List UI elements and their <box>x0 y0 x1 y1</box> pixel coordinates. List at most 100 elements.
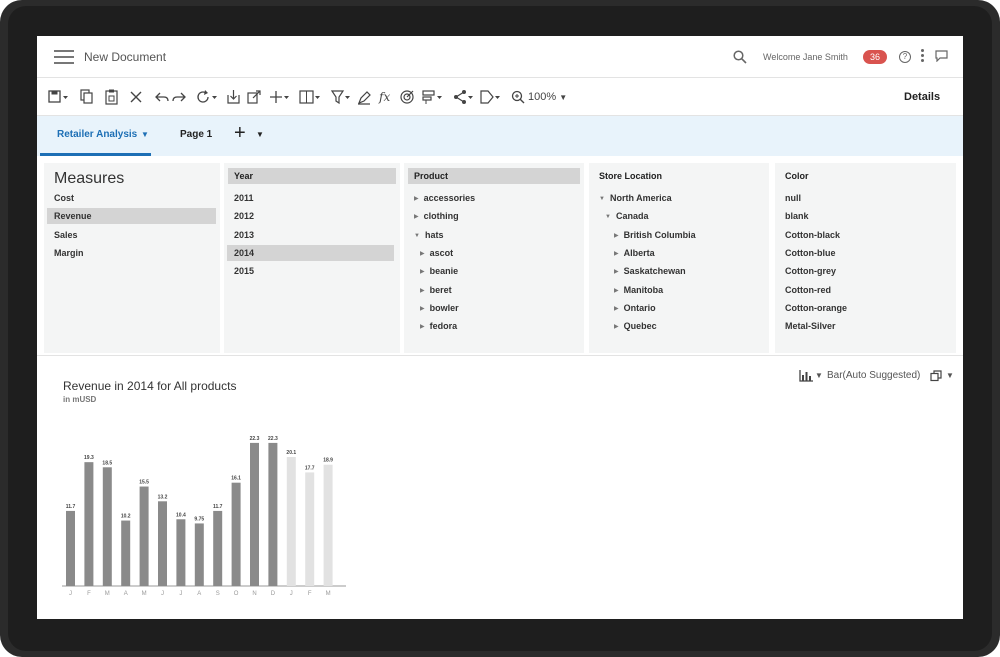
year-item[interactable]: 2014 <box>227 244 394 261</box>
more-options-icon[interactable] <box>921 49 925 65</box>
expand-right-icon[interactable]: ▶ <box>614 305 619 312</box>
chart-bar[interactable] <box>158 501 167 586</box>
color-item[interactable]: Cotton-orange <box>785 300 847 316</box>
zoom-level-dropdown[interactable]: 100% ▼ <box>528 91 568 103</box>
chevron-down-icon[interactable]: ▼ <box>141 130 149 139</box>
expand-right-icon[interactable]: ▶ <box>614 287 619 294</box>
measure-item[interactable]: Cost <box>54 190 74 206</box>
product-item[interactable]: ▶ ascot <box>420 245 453 261</box>
notification-badge[interactable]: 36 <box>863 50 887 64</box>
expand-right-icon[interactable]: ▶ <box>420 324 425 331</box>
chart-bar[interactable] <box>305 472 315 586</box>
bar-chart-icon[interactable] <box>799 370 813 382</box>
expand-down-icon[interactable]: ▼ <box>605 214 611 221</box>
help-icon[interactable]: ? <box>899 51 911 63</box>
chart-bar[interactable] <box>66 510 75 586</box>
expand-down-icon[interactable]: ▼ <box>414 232 420 239</box>
store-location-item[interactable]: ▶ British Columbia <box>614 227 696 243</box>
store-location-item[interactable]: ▼ Canada <box>605 208 648 224</box>
chart-bar[interactable] <box>176 519 186 586</box>
chart-bar[interactable] <box>139 486 149 586</box>
refresh-icon[interactable] <box>196 89 220 105</box>
product-item[interactable]: ▼ hats <box>414 227 443 243</box>
store-location-item[interactable]: ▼ North America <box>599 190 672 206</box>
expand-down-icon[interactable]: ▼ <box>599 196 605 202</box>
tab-retailer-analysis[interactable]: Retailer Analysis <box>57 129 138 140</box>
year-item[interactable]: 2013 <box>234 227 254 243</box>
expand-right-icon[interactable]: ▶ <box>414 196 419 202</box>
color-item[interactable]: null <box>785 190 801 206</box>
chat-icon[interactable] <box>935 50 948 62</box>
chevron-down-icon[interactable]: ▼ <box>946 371 954 380</box>
zoom-icon[interactable] <box>511 89 525 105</box>
share-icon[interactable] <box>453 89 475 105</box>
chart-bar[interactable] <box>323 464 333 586</box>
filter-icon[interactable] <box>331 89 351 105</box>
store-location-item[interactable]: ▶ Quebec <box>614 318 657 334</box>
chevron-down-icon[interactable]: ▼ <box>815 371 823 380</box>
save-icon[interactable] <box>48 89 68 105</box>
column-icon[interactable] <box>299 89 321 105</box>
store-location-item[interactable]: ▶ Ontario <box>614 300 656 316</box>
expand-right-icon[interactable]: ▶ <box>420 269 425 276</box>
color-item[interactable]: Cotton-blue <box>785 245 835 261</box>
year-item[interactable]: 2015 <box>234 263 254 279</box>
redo-icon[interactable] <box>172 89 186 105</box>
product-item[interactable]: ▶ fedora <box>420 318 457 334</box>
product-item[interactable]: ▶ bowler <box>420 300 459 316</box>
expand-right-icon[interactable]: ▶ <box>614 324 619 331</box>
chart-bar[interactable] <box>268 442 278 586</box>
measure-item[interactable]: Sales <box>54 227 78 243</box>
close-icon[interactable] <box>130 89 142 105</box>
hamburger-menu-icon[interactable] <box>54 50 74 64</box>
color-item[interactable]: Cotton-black <box>785 227 840 243</box>
details-button[interactable]: Details <box>904 91 941 103</box>
chart-bar[interactable] <box>250 442 259 586</box>
target-icon[interactable] <box>399 89 415 105</box>
copy-icon[interactable] <box>80 89 94 105</box>
product-item[interactable]: ▶ accessories <box>414 190 475 206</box>
export-icon[interactable] <box>247 89 261 105</box>
expand-right-icon[interactable]: ▶ <box>614 232 619 239</box>
expand-right-icon[interactable]: ▶ <box>420 250 425 257</box>
expand-right-icon[interactable]: ▶ <box>420 287 425 294</box>
highlight-icon[interactable] <box>357 89 371 105</box>
chart-bar[interactable] <box>102 467 112 586</box>
store-location-item[interactable]: ▶ Alberta <box>614 245 655 261</box>
measure-item[interactable]: Revenue <box>47 208 216 225</box>
search-icon[interactable] <box>733 50 747 64</box>
store-location-item[interactable]: ▶ Manitoba <box>614 282 663 298</box>
chart-bar[interactable] <box>213 510 223 586</box>
product-item[interactable]: ▶ clothing <box>414 208 459 224</box>
tag-icon[interactable] <box>480 89 502 105</box>
chart-bar[interactable] <box>121 520 131 586</box>
store-location-item[interactable]: ▶ Saskatchewan <box>614 263 686 279</box>
color-item[interactable]: Cotton-red <box>785 282 831 298</box>
expand-right-icon[interactable]: ▶ <box>420 305 425 312</box>
formula-icon[interactable]: fx <box>379 90 391 104</box>
add-icon[interactable] <box>270 89 290 105</box>
undo-icon[interactable] <box>155 89 169 105</box>
chevron-down-icon[interactable]: ▼ <box>256 130 264 139</box>
chart-bar[interactable] <box>231 482 241 586</box>
add-tab-icon[interactable]: + <box>234 122 246 144</box>
chart-options-icon[interactable] <box>930 370 942 382</box>
year-item[interactable]: 2011 <box>234 190 254 206</box>
paste-icon[interactable] <box>105 89 119 105</box>
measure-item[interactable]: Margin <box>54 245 84 261</box>
chart-type-selector[interactable]: Bar(Auto Suggested) <box>827 370 921 381</box>
tab-page-1[interactable]: Page 1 <box>180 129 213 140</box>
sort-icon[interactable] <box>422 89 444 105</box>
chart-bar[interactable] <box>194 523 204 586</box>
expand-right-icon[interactable]: ▶ <box>614 250 619 257</box>
expand-right-icon[interactable]: ▶ <box>614 269 619 276</box>
chart-bar[interactable] <box>286 457 296 586</box>
color-item[interactable]: blank <box>785 208 809 224</box>
import-icon[interactable] <box>227 89 241 105</box>
color-item[interactable]: Cotton-grey <box>785 263 836 279</box>
chart-bar[interactable] <box>84 462 94 586</box>
expand-right-icon[interactable]: ▶ <box>414 214 419 221</box>
color-item[interactable]: Metal-Silver <box>785 318 836 334</box>
product-item[interactable]: ▶ beanie <box>420 263 458 279</box>
year-item[interactable]: 2012 <box>234 208 254 224</box>
